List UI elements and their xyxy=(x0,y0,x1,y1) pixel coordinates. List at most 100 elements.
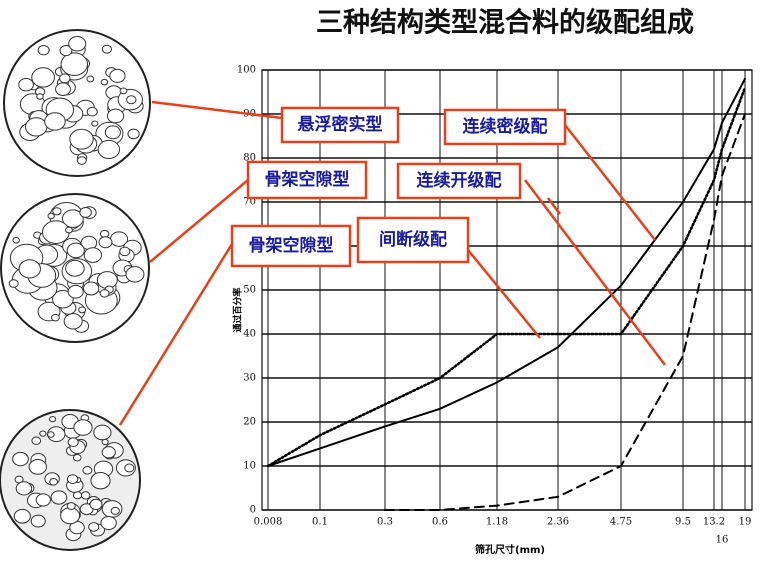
aggregate-particle xyxy=(59,45,73,57)
aggregate-particle xyxy=(60,52,89,76)
aggregate-particle xyxy=(37,44,50,56)
aggregate-particle xyxy=(100,78,109,86)
aggregate-particle xyxy=(82,465,93,475)
annotation-text: 间断级配 xyxy=(379,229,447,250)
aggregate-particle xyxy=(52,289,74,309)
annotation-box xyxy=(280,106,400,144)
x-tick-label: 1.18 xyxy=(486,517,508,528)
gradation-curve xyxy=(384,113,746,511)
aggregate-particle xyxy=(83,281,100,296)
aggregate-particle xyxy=(106,108,125,124)
y-tick-label: 100 xyxy=(237,65,256,76)
aggregate-particle xyxy=(50,490,68,505)
aggregate-particle xyxy=(31,67,55,88)
aggregate-particle xyxy=(62,209,84,228)
y-tick-label: 70 xyxy=(243,197,256,208)
annotation-text: 骨架空隙型 xyxy=(265,169,350,190)
y-axis-label: 通过百分率 xyxy=(232,287,244,332)
aggregate-particle xyxy=(68,35,87,52)
aggregate-particle xyxy=(24,117,48,137)
x-tick-label: 16 xyxy=(716,535,729,546)
leader-line xyxy=(547,197,561,215)
leader-line xyxy=(467,249,541,339)
leader-line xyxy=(149,179,249,263)
x-tick-label: 9.5 xyxy=(675,517,691,528)
aggregate-particle xyxy=(60,507,81,525)
aggregate-particle xyxy=(52,207,62,216)
aggregate-particle xyxy=(125,266,145,283)
y-tick-label: 0 xyxy=(250,505,256,516)
aggregate-particle xyxy=(73,419,93,436)
y-tick-label: 10 xyxy=(243,461,256,472)
annotation-box xyxy=(396,162,522,200)
annotation-text: 连续开级配 xyxy=(417,170,502,191)
aggregate-particle xyxy=(126,95,137,105)
x-tick-label: 4.75 xyxy=(610,517,632,528)
aggregate-particle xyxy=(109,68,126,83)
y-tick-label: 30 xyxy=(243,373,256,384)
annotation-box xyxy=(246,160,368,200)
aggregate-particle xyxy=(119,246,131,257)
aggregate-particle xyxy=(67,437,79,448)
aggregate-particle xyxy=(110,506,120,515)
aggregate-particle xyxy=(8,279,19,288)
aggregate-illustrations xyxy=(0,29,151,551)
aggregate-particle xyxy=(88,522,100,532)
aggregate-particle xyxy=(12,451,29,467)
aggregate-particle xyxy=(35,493,51,507)
annotation-text: 骨架空隙型 xyxy=(249,235,334,256)
aggregate-particle xyxy=(101,44,112,54)
aggregate-particle xyxy=(124,463,135,473)
aggregate-particle xyxy=(59,73,71,84)
aggregate-particle xyxy=(100,516,117,531)
aggregate-particle xyxy=(99,289,110,298)
gradation-curve xyxy=(267,77,746,467)
aggregate-particle xyxy=(13,508,31,524)
aggregate-particle xyxy=(66,474,79,485)
x-tick-label: 0.3 xyxy=(377,517,393,528)
aggregate-particle xyxy=(72,491,83,500)
aggregate-particle xyxy=(63,313,83,330)
aggregate-particle xyxy=(72,453,82,462)
aggregate-particle xyxy=(47,212,55,220)
aggregate-particle xyxy=(18,77,34,92)
x-axis-label: 筛孔尺寸(mm) xyxy=(475,543,545,556)
aggregate-particle xyxy=(98,236,113,249)
aggregate-particle xyxy=(66,242,85,259)
aggregate-particle xyxy=(30,514,46,528)
annotation-box xyxy=(230,224,352,268)
annotation-box xyxy=(356,216,470,264)
aggregate-particle xyxy=(55,82,71,96)
aggregate-particle xyxy=(49,477,58,486)
x-tick-label: 19 xyxy=(739,517,752,528)
x-tick-label: 0.6 xyxy=(432,517,448,528)
aggregate-particle xyxy=(18,259,41,279)
aggregate-particle xyxy=(104,125,121,140)
aggregate-particle xyxy=(65,226,73,234)
aggregate-particle xyxy=(93,424,112,441)
aggregate-particle xyxy=(51,313,60,322)
aggregate-particle xyxy=(127,128,140,140)
chart-title: 三种结构类型混合料的级配组成 xyxy=(316,7,694,39)
aggregate-particle xyxy=(67,284,84,299)
x-tick-label: 13.2 xyxy=(703,517,725,528)
annotation-text: 悬浮密实型 xyxy=(298,114,383,135)
x-tick-label: 0.008 xyxy=(254,517,283,528)
aggregate-particle xyxy=(28,459,47,475)
leader-line xyxy=(151,100,283,120)
aggregate-particle xyxy=(83,247,102,263)
y-tick-label: 50 xyxy=(243,285,256,296)
aggregate-particle xyxy=(42,220,70,244)
aggregate-particle xyxy=(69,128,94,150)
aggregate-particle xyxy=(101,446,116,459)
aggregate-particle xyxy=(119,87,128,95)
annotation-box xyxy=(443,108,567,146)
aggregate-particle xyxy=(79,206,92,218)
aggregate-particle xyxy=(31,436,42,445)
aggregate-particle xyxy=(86,106,98,117)
aggregate-particle xyxy=(47,431,55,438)
gradation-curve xyxy=(266,86,747,468)
aggregate-particle xyxy=(36,93,44,100)
y-tick-label: 40 xyxy=(243,329,256,340)
